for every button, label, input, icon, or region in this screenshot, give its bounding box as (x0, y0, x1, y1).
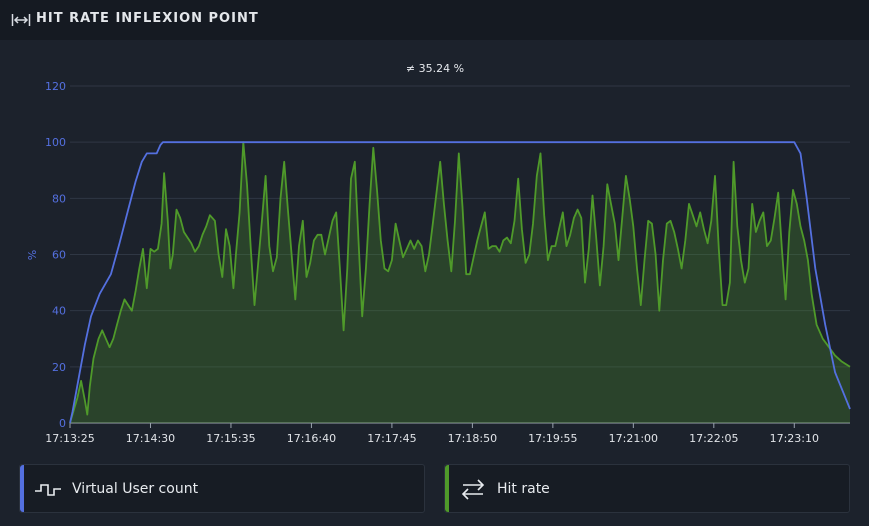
y-tick-label: 120 (45, 80, 66, 93)
x-tick-label: 17:16:40 (287, 432, 336, 445)
legend-color-bar (20, 465, 24, 512)
y-tick-label: 0 (59, 417, 66, 430)
swap-arrows-icon (461, 479, 485, 500)
x-tick-label: 17:14:30 (126, 432, 175, 445)
y-tick-label: 60 (52, 249, 66, 262)
series-line-hit-rate (69, 141, 851, 424)
x-tick-label: 17:22:05 (689, 432, 738, 445)
difference-annotation: ≠ 35.24 % (405, 62, 465, 75)
x-tick-label: 17:17:45 (367, 432, 416, 445)
y-axis-ticks: 0 20 40 60 80 100 120 (45, 80, 66, 430)
legend-color-bar (445, 465, 449, 512)
chart-title: HIT RATE INFLEXION POINT (36, 11, 259, 26)
horizontal-expand-icon[interactable] (11, 11, 31, 29)
series-area-hit-rate (70, 142, 850, 423)
y-tick-label: 40 (52, 305, 66, 318)
x-tick-label: 17:21:00 (609, 432, 658, 445)
legend-item-virtual-user-count[interactable]: Virtual User count (19, 464, 425, 513)
legend-label: Hit rate (497, 481, 550, 497)
x-tick-label: 17:13:25 (45, 432, 94, 445)
series-line-virtual-user-count (69, 141, 851, 424)
y-tick-label: 20 (52, 361, 66, 374)
x-tick-label: 17:23:10 (770, 432, 819, 445)
x-tick-label: 17:19:55 (528, 432, 577, 445)
x-axis-ticks: 17:13:25 17:14:30 17:15:35 17:16:40 17:17:45… (45, 423, 819, 445)
y-tick-label: 100 (45, 136, 66, 149)
y-axis-label: % (26, 250, 39, 260)
y-tick-label: 80 (52, 192, 66, 205)
line-chart: 0 20 40 60 80 100 120 17:13:25 17:14:30 17:15:35… (26, 80, 851, 445)
square-wave-icon (35, 484, 61, 496)
x-tick-label: 17:15:35 (206, 432, 255, 445)
chart-header: HIT RATE INFLEXION POINT (0, 0, 869, 40)
x-tick-label: 17:18:50 (448, 432, 497, 445)
legend-label: Virtual User count (72, 481, 199, 497)
legend-item-hit-rate[interactable]: Hit rate (444, 464, 850, 513)
chart-series (69, 141, 851, 424)
